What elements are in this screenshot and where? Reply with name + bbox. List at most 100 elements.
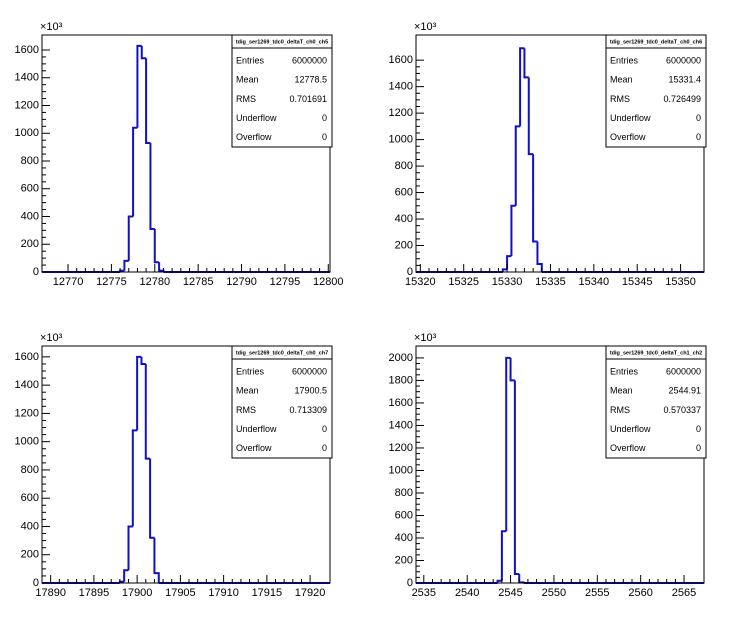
y-tick-label: 200 xyxy=(21,238,39,250)
y-tick-label: 0 xyxy=(407,266,413,278)
x-tick-label: 12790 xyxy=(226,276,257,288)
stats-value: 0.726499 xyxy=(663,94,701,104)
pad: 2535 2540 2545 2550 2555 2560 2565 0 200 400 600 80… xyxy=(389,332,707,599)
stats-label: Underflow xyxy=(236,424,277,434)
histogram-bin xyxy=(510,204,516,257)
histogram-bin xyxy=(500,530,507,581)
y-tick-label: 1600 xyxy=(389,54,413,66)
stats-value: 6000000 xyxy=(666,366,701,376)
x-tick-label: 15330 xyxy=(492,276,523,288)
y-tick-label: 1200 xyxy=(389,442,413,454)
histogram-bin xyxy=(509,357,515,382)
histogram-bin xyxy=(140,45,147,60)
histogram-bin xyxy=(501,268,508,272)
stats-value: 2544.91 xyxy=(668,386,701,396)
stats-label: Mean xyxy=(236,75,259,85)
y-tick-label: 800 xyxy=(21,464,39,476)
stats-value: 0 xyxy=(322,424,327,434)
histogram-bin xyxy=(123,569,129,582)
pad: 12770 12775 12780 12785 12790 12795 12800 0 200 4… xyxy=(15,21,344,288)
histogram-bin xyxy=(132,126,138,217)
stats-value: 17900.5 xyxy=(294,386,327,396)
histogram-bin xyxy=(144,363,151,460)
stats-box xyxy=(605,34,707,148)
x-tick-label: 2565 xyxy=(672,587,696,599)
stats-label: RMS xyxy=(236,405,256,415)
y-tick-label: 1000 xyxy=(389,134,413,146)
y-tick-label: 400 xyxy=(21,520,39,532)
histogram-bin xyxy=(131,429,138,527)
stats-box xyxy=(231,34,333,148)
y-tick-label: 0 xyxy=(33,266,39,278)
stats-value: 0 xyxy=(322,113,327,123)
x-tick-label: 2550 xyxy=(542,587,566,599)
stats-value: 0 xyxy=(696,113,701,123)
stats-value: 6000000 xyxy=(666,55,701,65)
stats-value: 0.701691 xyxy=(289,94,327,104)
y-tick-label: 400 xyxy=(395,532,413,544)
stats-label: RMS xyxy=(610,405,630,415)
stats-title: tdig_ser1269_tdc0_deltaT_ch0_ch7 xyxy=(236,350,328,356)
y-tick-label: 1400 xyxy=(15,72,39,84)
stats-title: tdig_ser1269_tdc0_deltaT_ch0_ch5 xyxy=(236,39,328,45)
stats-label: Overflow xyxy=(610,132,646,142)
y-tick-label: 600 xyxy=(395,509,413,521)
y-tick-label: 1400 xyxy=(389,81,413,93)
stats-label: Entries xyxy=(236,366,265,376)
stats-label: Entries xyxy=(236,55,265,65)
y-tick-label: 800 xyxy=(395,160,413,172)
stats-value: 6000000 xyxy=(292,55,327,65)
y-tick-label: 1600 xyxy=(389,397,413,409)
y-tick-label: 1200 xyxy=(15,407,39,419)
y-tick-label: 1200 xyxy=(15,99,39,111)
y-tick-label: 1400 xyxy=(15,379,39,391)
x-tick-label: 2540 xyxy=(455,587,479,599)
histogram-bin xyxy=(149,142,155,230)
x-tick-label: 17895 xyxy=(79,587,110,599)
x-tick-label: 2535 xyxy=(412,587,436,599)
y-tick-label: 2000 xyxy=(389,352,413,364)
histogram-bin xyxy=(505,356,511,532)
histogram-bin xyxy=(136,44,142,128)
stats-label: Underflow xyxy=(610,424,651,434)
x-tick-label: 12770 xyxy=(53,276,84,288)
x-tick-label: 15335 xyxy=(535,276,566,288)
y-multiplier: ×10³ xyxy=(40,332,63,344)
stats-label: RMS xyxy=(610,94,630,104)
stats-label: Entries xyxy=(610,55,639,65)
y-tick-label: 200 xyxy=(395,554,413,566)
histogram-bin xyxy=(532,154,538,243)
stats-label: Underflow xyxy=(236,113,277,123)
stats-label: Overflow xyxy=(236,132,272,142)
x-tick-label: 2560 xyxy=(628,587,652,599)
x-tick-label: 17915 xyxy=(252,587,283,599)
y-multiplier: ×10³ xyxy=(414,21,437,33)
x-tick-label: 2555 xyxy=(585,587,609,599)
histogram-bin xyxy=(153,228,160,264)
stats-label: RMS xyxy=(236,94,256,104)
stats-value: 0 xyxy=(322,443,327,453)
y-tick-label: 1800 xyxy=(389,374,413,386)
stats-label: Overflow xyxy=(236,443,272,453)
stats-value: 0.570337 xyxy=(663,405,701,415)
y-tick-label: 600 xyxy=(21,492,39,504)
y-tick-label: 400 xyxy=(21,210,39,222)
x-tick-label: 15350 xyxy=(665,276,696,288)
frame xyxy=(415,34,705,273)
pad: 17890 17895 17900 17905 17910 17915 17920 0 200 4… xyxy=(15,332,333,599)
y-tick-label: 1000 xyxy=(15,436,39,448)
y-tick-label: 1600 xyxy=(15,351,39,363)
histogram-bin xyxy=(514,125,521,206)
pad: 15320 15325 15330 15335 15340 15345 15350 0 200 4… xyxy=(389,21,707,288)
histogram-bin xyxy=(496,579,502,583)
y-tick-label: 1000 xyxy=(15,127,39,139)
x-tick-label: 12780 xyxy=(139,276,170,288)
stats-label: Mean xyxy=(610,75,633,85)
y-tick-label: 600 xyxy=(21,183,39,195)
histogram-bin xyxy=(140,356,146,365)
x-tick-label: 15340 xyxy=(579,276,610,288)
frame xyxy=(41,345,331,584)
x-tick-label: 17910 xyxy=(208,587,239,599)
stats-title: tdig_ser1269_tdc0_deltaT_ch1_ch2 xyxy=(610,350,702,356)
